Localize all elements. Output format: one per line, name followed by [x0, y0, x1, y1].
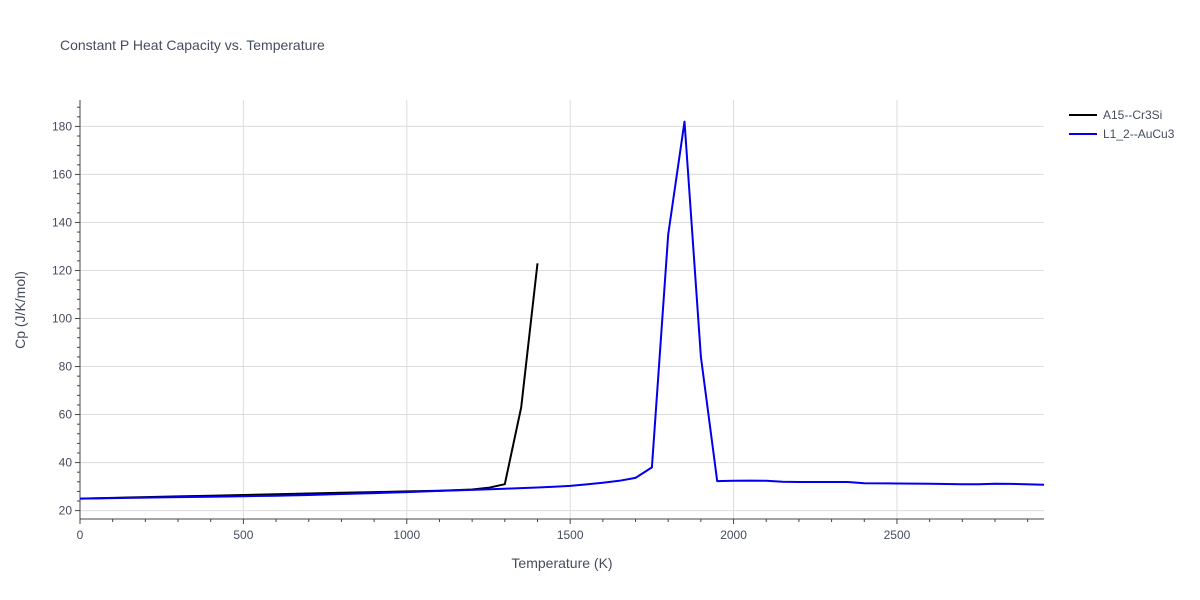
y-tick-label: 100 — [52, 312, 72, 326]
series-line-l1-2-aucu3[interactable] — [79, 120, 1045, 500]
y-tick-label: 60 — [59, 408, 73, 422]
y-tick-label: 180 — [52, 119, 72, 133]
grid-layer — [80, 100, 1044, 519]
x-tick-label: 2500 — [884, 528, 911, 542]
legend: A15--Cr3Si L1_2--AuCu3 — [1069, 108, 1175, 141]
y-tick-label: 40 — [59, 456, 73, 470]
plot-layer — [79, 120, 1045, 500]
x-tick-label: 2000 — [720, 528, 747, 542]
legend-label[interactable]: A15--Cr3Si — [1103, 108, 1162, 122]
legend-label[interactable]: L1_2--AuCu3 — [1103, 127, 1175, 141]
axes-layer: 0 500 1000 1500 2000 2500 20 40 60 80 100 120 140 160… — [52, 100, 1044, 542]
y-tick-label: 80 — [59, 360, 73, 374]
x-tick-label: 1000 — [393, 528, 420, 542]
y-axis-title: Cp (J/K/mol) — [12, 271, 28, 349]
x-tick-label: 0 — [77, 528, 84, 542]
y-tick-label: 120 — [52, 263, 72, 277]
y-tick-label: 20 — [59, 504, 73, 518]
series-line-a15-cr3si[interactable] — [79, 263, 539, 500]
x-tick-label: 500 — [233, 528, 253, 542]
chart-title: Constant P Heat Capacity vs. Temperature — [60, 37, 325, 53]
x-tick-label: 1500 — [557, 528, 584, 542]
y-tick-label: 140 — [52, 215, 72, 229]
x-axis-title: Temperature (K) — [511, 555, 612, 571]
y-tick-label: 160 — [52, 167, 72, 181]
